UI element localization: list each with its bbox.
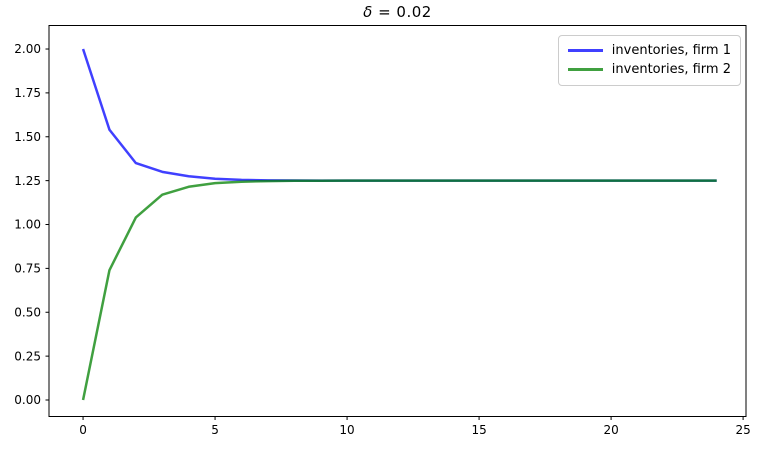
y-axis-tick-label: 1.50: [14, 130, 41, 144]
delta-symbol: δ: [363, 3, 373, 21]
x-axis-tick-label: 15: [471, 423, 486, 437]
chart-title: δ = 0.02: [49, 3, 746, 21]
plot-frame: [48, 25, 747, 417]
y-axis-tick-label: 1.25: [14, 174, 41, 188]
legend-line-sample-firm2-icon: [567, 68, 603, 71]
x-axis-tick-label: 25: [735, 423, 750, 437]
legend-label-firm1: inventories, firm 1: [611, 43, 731, 58]
x-axis-tick-label: 0: [79, 423, 87, 437]
legend-entry-firm1[interactable]: inventories, firm 1: [567, 41, 731, 60]
y-axis-tick-label: 2.00: [14, 42, 41, 56]
legend: inventories, firm 1 inventories, firm 2: [557, 35, 741, 86]
legend-entry-firm2[interactable]: inventories, firm 2: [567, 60, 731, 79]
x-axis-tick-label: 10: [339, 423, 354, 437]
x-axis-tick-label: 5: [211, 423, 219, 437]
y-axis-tick-label: 0.25: [14, 349, 41, 363]
legend-label-firm2: inventories, firm 2: [611, 62, 731, 77]
y-axis-tick-label: 1.00: [14, 218, 41, 232]
x-axis-tick-label: 20: [603, 423, 618, 437]
legend-line-sample-firm1-icon: [567, 49, 603, 52]
y-axis-tick-label: 1.75: [14, 86, 41, 100]
y-axis-tick-label: 0.50: [14, 305, 41, 319]
y-axis-tick-label: 0.00: [14, 393, 41, 407]
y-axis-tick-label: 0.75: [14, 262, 41, 276]
chart-title-text: = 0.02: [372, 3, 432, 21]
series-line-firm2[interactable]: [81, 179, 717, 401]
